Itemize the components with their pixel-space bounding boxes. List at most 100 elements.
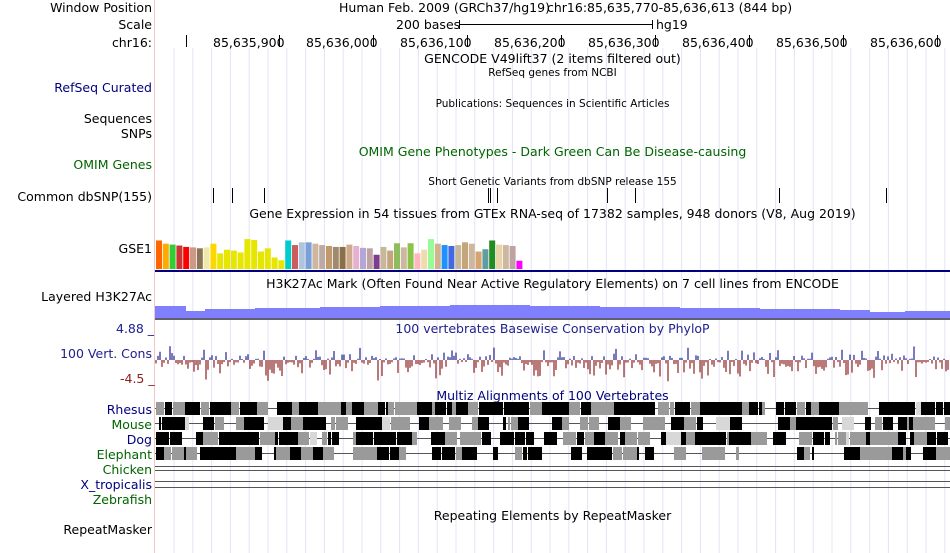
alignment-block	[569, 402, 574, 415]
alignment-block	[173, 402, 185, 415]
alignment-block	[257, 402, 268, 415]
gtex-track-title[interactable]: Gene Expression in 54 tissues from GTEx …	[249, 206, 856, 221]
ruler-tick	[467, 35, 468, 47]
alignment-block	[898, 432, 906, 445]
dbsnp-track-title[interactable]: Short Genetic Variants from dbSNP releas…	[428, 176, 677, 188]
alignment-block	[781, 417, 790, 430]
alignment-block	[356, 432, 361, 445]
gtex-track-label[interactable]: GSE1	[118, 241, 152, 256]
snps-track-label[interactable]: SNPs	[120, 126, 152, 141]
alignment-block	[785, 402, 796, 415]
gtex-bar	[176, 245, 183, 269]
alignment-block	[419, 417, 429, 430]
refseq-track-title[interactable]: RefSeq genes from NCBI	[488, 67, 617, 79]
species-label-rhesus[interactable]: Rhesus	[106, 402, 152, 417]
alignment-block	[219, 432, 233, 445]
phylop-track-title[interactable]: 100 vertebrates Basewise Conservation by…	[395, 321, 710, 336]
gtex-bar	[360, 247, 366, 269]
alignment-block	[661, 432, 666, 445]
alignment-block	[759, 402, 762, 415]
repeatmasker-track-title[interactable]: Repeating Elements by RepeatMasker	[433, 508, 672, 523]
alignment-block	[889, 402, 900, 415]
alignment-block	[174, 417, 185, 430]
alignment-block	[378, 402, 382, 415]
alignment-block	[391, 417, 404, 430]
alignment-block	[686, 432, 695, 445]
h3k27ac-track-title[interactable]: H3K27Ac Mark (Often Found Near Active Re…	[266, 276, 839, 291]
alignment-block	[749, 402, 758, 415]
alignment-block	[547, 432, 557, 445]
alignment-block	[716, 417, 730, 430]
publications-track-label[interactable]: Sequences	[83, 111, 152, 126]
alignment-block	[364, 402, 378, 415]
alignment-block	[279, 432, 282, 445]
alignment-block	[811, 402, 819, 415]
species-label-zebrafish[interactable]: Zebrafish	[92, 492, 152, 507]
alignment-gap-line	[155, 481, 950, 482]
omim-track-label[interactable]: OMIM Genes	[73, 157, 152, 172]
gtex-bar	[468, 243, 475, 269]
alignment-block	[291, 417, 295, 430]
alignment-block	[838, 432, 843, 445]
publications-track-title[interactable]: Publications: Sequences in Scientific Ar…	[435, 98, 670, 110]
alignment-block	[515, 447, 522, 460]
alignment-block	[526, 432, 534, 445]
alignment-gap-line	[155, 487, 950, 488]
omim-track-title[interactable]: OMIM Gene Phenotypes - Dark Green Can Be…	[358, 144, 747, 159]
dbsnp-track-label[interactable]: Common dbSNP(155)	[17, 189, 152, 204]
refseq-track-label[interactable]: RefSeq Curated	[54, 80, 152, 95]
alignment-block	[839, 402, 851, 415]
repeatmasker-track-label[interactable]: RepeatMasker	[63, 522, 152, 537]
alignment-gap-line	[155, 466, 950, 467]
position-readout[interactable]: chr16:85,635,770-85,636,613 (844 bp)	[547, 0, 793, 15]
gtex-bar	[475, 251, 482, 269]
alignment-block	[936, 447, 938, 460]
alignment-block	[921, 402, 935, 415]
alignment-block	[927, 432, 936, 445]
multiz-track-title[interactable]: Multiz Alignments of 100 Vertebrates	[436, 388, 669, 403]
alignment-block	[670, 402, 674, 415]
alignment-block	[706, 402, 716, 415]
species-label-elephant[interactable]: Elephant	[96, 447, 152, 462]
gencode-track-title[interactable]: GENCODE V49lift37 (2 items filtered out)	[424, 51, 681, 66]
ruler-label: 85,636,000	[306, 35, 378, 50]
alignment-block	[201, 402, 209, 415]
gtex-bar	[496, 244, 502, 269]
alignment-block	[156, 432, 169, 445]
alignment-block	[742, 402, 747, 415]
alignment-block	[518, 417, 529, 430]
gtex-bar	[502, 245, 509, 269]
alignment-block	[910, 432, 914, 445]
h3k27ac-track-label[interactable]: Layered H3K27Ac	[41, 289, 152, 304]
gtex-bar	[448, 246, 455, 269]
alignment-block	[863, 402, 868, 415]
alignment-block	[473, 432, 481, 445]
alignment-block	[892, 447, 903, 460]
species-label-chicken[interactable]: Chicken	[102, 462, 152, 477]
ruler-tick	[937, 35, 938, 47]
gtex-bar	[339, 246, 346, 269]
alignment-block	[374, 432, 388, 445]
alignment-block	[468, 402, 478, 415]
ruler-tick	[279, 35, 280, 47]
alignment-block	[185, 402, 200, 415]
alignment-block	[562, 417, 569, 430]
species-label-mouse[interactable]: Mouse	[111, 417, 152, 432]
alignment-block	[164, 447, 171, 460]
species-label-xtropicalis[interactable]: X_tropicalis	[80, 477, 152, 492]
alignment-block	[625, 402, 640, 415]
ruler-label: 85,635,900	[213, 35, 285, 50]
ruler-tick	[655, 35, 656, 47]
species-label-dog[interactable]: Dog	[126, 432, 152, 447]
alignment-block	[412, 432, 417, 445]
phylop-track-label[interactable]: 100 Vert. Cons	[60, 346, 152, 361]
alignment-block	[200, 447, 210, 460]
alignment-block	[298, 432, 309, 445]
alignment-block	[433, 417, 443, 430]
alignment-block	[818, 417, 832, 430]
